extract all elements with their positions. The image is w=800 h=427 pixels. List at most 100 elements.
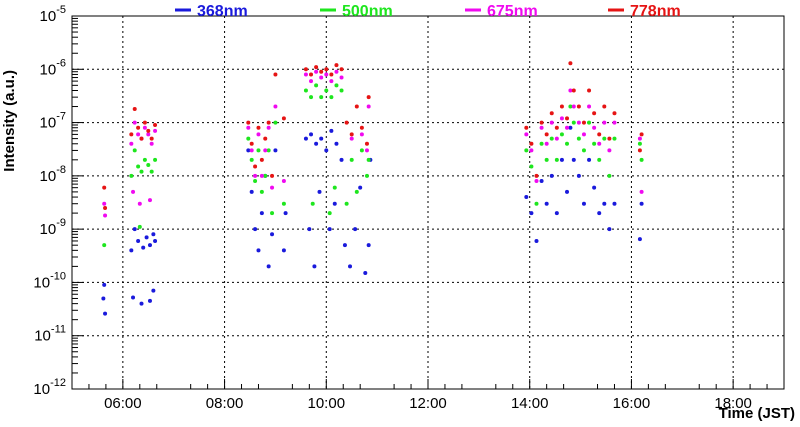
data-point-675nm (270, 185, 275, 190)
x-tick-label: 10:00 (308, 395, 346, 412)
data-point-675nm (131, 189, 136, 194)
data-point-778nm (256, 125, 261, 130)
data-point-368nm (103, 311, 108, 316)
data-point-500nm (344, 201, 349, 206)
data-point-500nm (354, 189, 359, 194)
data-point-778nm (597, 132, 602, 137)
data-point-368nm (366, 243, 371, 248)
data-point-368nm (132, 227, 137, 232)
data-point-778nm (146, 128, 151, 133)
data-point-500nm (364, 173, 369, 178)
legend-label: 500nm (342, 3, 393, 20)
data-point-778nm (324, 67, 329, 72)
data-point-675nm (571, 104, 576, 109)
data-point-368nm (637, 237, 642, 242)
data-point-500nm (309, 95, 314, 100)
data-point-368nm (259, 211, 264, 216)
data-point-368nm (101, 296, 106, 301)
data-point-368nm (129, 248, 134, 253)
data-point-500nm (637, 141, 642, 146)
data-point-500nm (102, 243, 107, 248)
data-point-368nm (342, 243, 347, 248)
data-point-675nm (136, 132, 141, 137)
data-point-500nm (142, 157, 147, 162)
data-point-368nm (317, 189, 322, 194)
data-point-500nm (270, 211, 275, 216)
data-point-778nm (136, 125, 141, 130)
data-point-675nm (319, 75, 324, 80)
data-point-500nm (139, 169, 144, 174)
data-point-500nm (129, 173, 134, 178)
data-point-500nm (256, 148, 261, 153)
data-point-368nm (539, 179, 544, 184)
data-point-778nm (339, 67, 344, 72)
data-point-778nm (329, 72, 334, 77)
data-point-368nm (147, 298, 152, 303)
data-point-368nm (353, 227, 358, 232)
data-point-778nm (142, 120, 147, 125)
data-point-778nm (366, 95, 371, 100)
data-point-675nm (334, 69, 339, 74)
data-point-675nm (568, 88, 573, 93)
data-point-675nm (249, 148, 254, 153)
data-point-500nm (549, 136, 554, 141)
data-point-500nm (571, 120, 576, 125)
data-point-778nm (534, 173, 539, 178)
data-point-368nm (571, 157, 576, 162)
data-point-500nm (281, 201, 286, 206)
data-point-500nm (607, 173, 612, 178)
data-point-500nm (602, 136, 607, 141)
data-point-500nm (263, 173, 268, 178)
data-point-778nm (639, 132, 644, 137)
y-tick-label: 10-8 (40, 164, 66, 185)
data-point-500nm (303, 88, 308, 93)
data-point-675nm (349, 136, 354, 141)
data-point-675nm (602, 120, 607, 125)
data-point-500nm (534, 201, 539, 206)
data-point-368nm (270, 232, 275, 237)
data-point-778nm (549, 111, 554, 116)
data-point-500nm (249, 157, 254, 162)
data-point-500nm (314, 83, 319, 88)
grid (72, 16, 784, 389)
data-point-675nm (549, 120, 554, 125)
data-point-778nm (529, 141, 534, 146)
data-point-500nm (366, 157, 371, 162)
data-point-675nm (366, 104, 371, 109)
data-point-500nm (310, 201, 315, 206)
data-point-675nm (559, 116, 564, 121)
data-point-368nm (568, 125, 573, 130)
data-point-368nm (334, 141, 339, 146)
data-point-675nm (253, 173, 258, 178)
data-point-368nm (253, 227, 258, 232)
data-point-778nm (139, 136, 144, 141)
data-point-778nm (587, 88, 592, 93)
data-point-778nm (607, 136, 612, 141)
data-point-778nm (576, 104, 581, 109)
data-point-500nm (554, 157, 559, 162)
x-tick-label: 06:00 (104, 395, 142, 412)
data-point-675nm (554, 136, 559, 141)
data-point-675nm (364, 148, 369, 153)
x-tick-label: 08:00 (206, 395, 244, 412)
data-point-675nm (637, 136, 642, 141)
data-point-500nm (327, 211, 332, 216)
data-point-778nm (354, 104, 359, 109)
data-point-675nm (256, 132, 261, 137)
data-point-778nm (249, 141, 254, 146)
data-point-500nm (539, 141, 544, 146)
data-point-500nm (587, 120, 592, 125)
data-point-778nm (129, 132, 134, 137)
legend: 368nm 500nm 675nm 778nm (175, 3, 681, 20)
data-point-368nm (581, 201, 586, 206)
data-point-778nm (539, 120, 544, 125)
y-tick-label: 10-11 (34, 324, 66, 345)
data-point-500nm (137, 224, 142, 229)
data-point-368nm (607, 227, 612, 232)
data-point-675nm (524, 132, 529, 137)
data-point-675nm (314, 69, 319, 74)
data-point-778nm (571, 88, 576, 93)
data-point-368nm (249, 189, 254, 194)
data-point-675nm (607, 148, 612, 153)
data-point-675nm (103, 213, 108, 218)
